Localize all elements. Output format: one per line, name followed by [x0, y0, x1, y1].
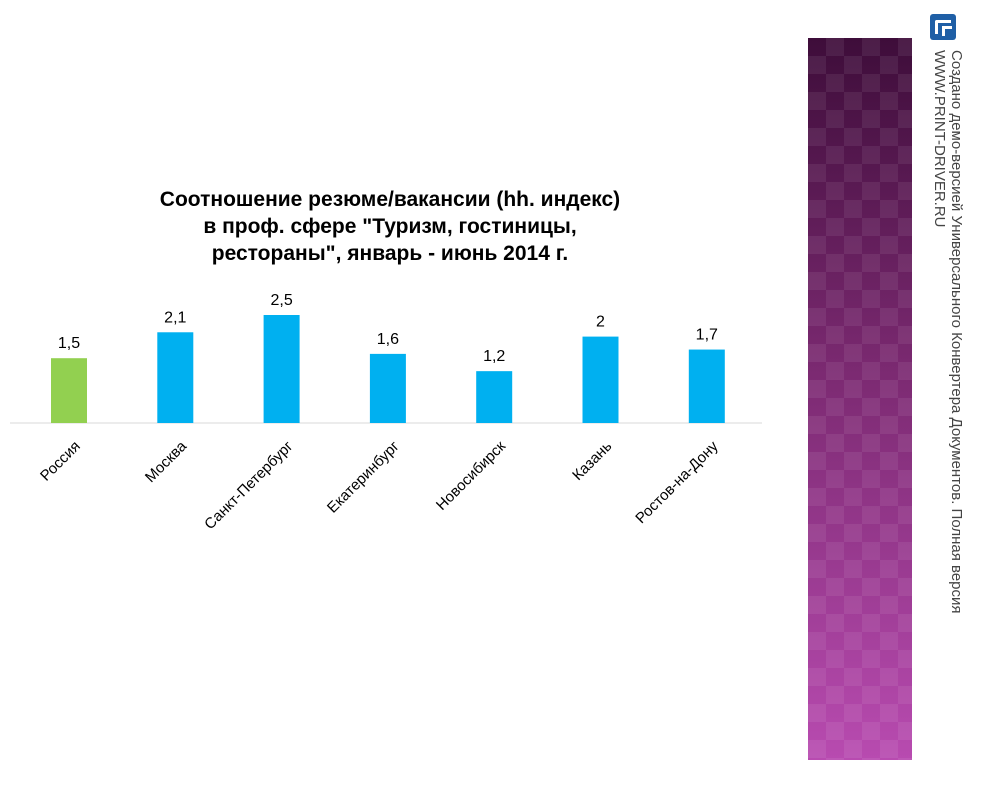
- watermark-strip: [918, 0, 992, 794]
- bar-1: [157, 332, 194, 423]
- bar-5: [582, 336, 619, 423]
- bar-6: [688, 349, 725, 423]
- category-label-6: Ростов-на-Дону: [632, 437, 722, 527]
- watermark-text-line-2: WWW.PRINT-DRIVER.RU: [931, 50, 948, 228]
- bar-2: [263, 315, 300, 423]
- data-label-4: 1,2: [483, 348, 505, 365]
- data-label-0: 1,5: [58, 335, 80, 352]
- chart-title: Соотношение резюме/вакансии (hh. индекс)…: [40, 186, 740, 267]
- bar-3: [369, 353, 406, 423]
- category-label-1: Москва: [142, 437, 191, 486]
- chart-title-line-2: в проф. сфере "Туризм, гостиницы,: [203, 215, 577, 238]
- category-label-0: Россия: [37, 438, 84, 485]
- decorative-gradient-panel: [808, 38, 912, 760]
- category-label-3: Екатеринбург: [324, 437, 403, 516]
- chart-title-line-1: Соотношение резюме/вакансии (hh. индекс): [159, 188, 621, 211]
- data-label-5: 2: [596, 314, 605, 331]
- bar-0: [51, 358, 87, 423]
- print-driver-logo-icon: [930, 14, 956, 40]
- data-label-3: 1,6: [377, 331, 399, 348]
- bar-4: [476, 371, 513, 423]
- category-label-5: Казань: [569, 438, 615, 484]
- category-label-4: Новосибирск: [433, 438, 509, 514]
- watermark-text-line-1: Создано демо-версией Универсального Конв…: [948, 50, 965, 614]
- category-label-2: Санкт-Петербург: [201, 437, 297, 533]
- data-label-1: 2,1: [164, 309, 186, 326]
- data-label-6: 1,7: [696, 327, 718, 344]
- data-label-2: 2,5: [270, 292, 292, 309]
- chart-title-line-3: рестораны", январь - июнь 2014 г.: [211, 242, 569, 265]
